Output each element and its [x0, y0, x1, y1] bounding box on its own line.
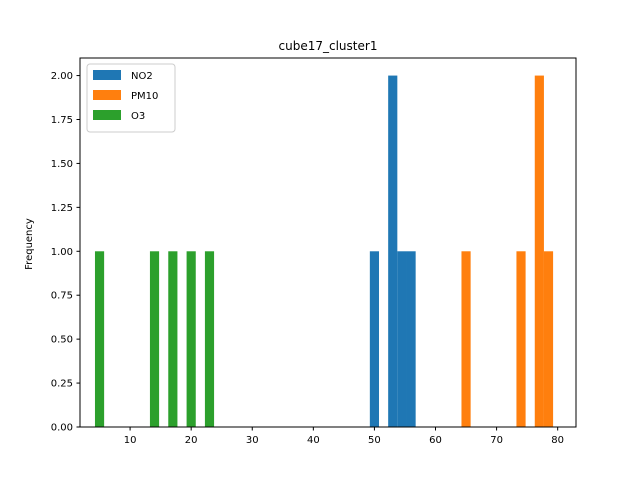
x-tick-label: 20 — [185, 435, 198, 446]
legend: NO2 PM10 O3 — [86, 63, 176, 133]
legend-label-o3: O3 — [131, 111, 145, 122]
y-tick-label: 1.75 — [51, 115, 73, 126]
y-tick-label: 0.75 — [51, 291, 73, 302]
bar-o3-0 — [94, 251, 105, 427]
chart-title: cube17_cluster1 — [279, 39, 378, 53]
bar-o3-1 — [149, 251, 160, 427]
x-tick-label: 30 — [246, 435, 259, 446]
y-tick-label: 0.25 — [51, 379, 73, 390]
bar-no2-0 — [369, 251, 380, 427]
x-tick-label: 70 — [490, 435, 503, 446]
legend-swatch-pm10 — [93, 90, 121, 100]
legend-label-no2: NO2 — [131, 71, 153, 82]
bar-o3-2 — [168, 251, 178, 427]
bar-o3-4 — [204, 251, 215, 427]
y-tick-label: 0.50 — [51, 335, 73, 346]
x-tick-label: 60 — [429, 435, 442, 446]
bar-o3-3 — [186, 251, 196, 427]
plot-frame — [79, 57, 577, 428]
y-tick-label: 1.25 — [51, 203, 73, 214]
y-axis-title: Frequency — [24, 218, 35, 270]
legend-swatch-no2 — [93, 70, 121, 80]
x-tick-label: 10 — [124, 435, 137, 446]
legend-swatch-o3 — [93, 110, 121, 120]
y-tick-label: 1.50 — [51, 159, 73, 170]
bar-pm10-1 — [516, 251, 526, 427]
y-tick-label: 2.00 — [51, 71, 73, 82]
bar-pm10-3 — [543, 251, 554, 427]
bar-pm10-0 — [461, 251, 471, 427]
bar-no2-1 — [388, 75, 398, 428]
x-tick-label: 40 — [307, 435, 320, 446]
bar-no2-2 — [397, 251, 407, 427]
x-tick-label: 80 — [551, 435, 564, 446]
legend-label-pm10: PM10 — [131, 91, 158, 102]
x-tick-label: 50 — [368, 435, 381, 446]
bar-no2-3 — [406, 251, 416, 427]
y-tick-label: 0.00 — [51, 423, 73, 434]
ticks-layer: 10 20 30 40 50 60 70 80 0.00 0.25 0.50 0.75 1.00 1.25… — [51, 71, 564, 446]
bar-pm10-2 — [534, 75, 544, 428]
bars-layer — [94, 75, 554, 428]
y-tick-label: 1.00 — [51, 247, 73, 258]
